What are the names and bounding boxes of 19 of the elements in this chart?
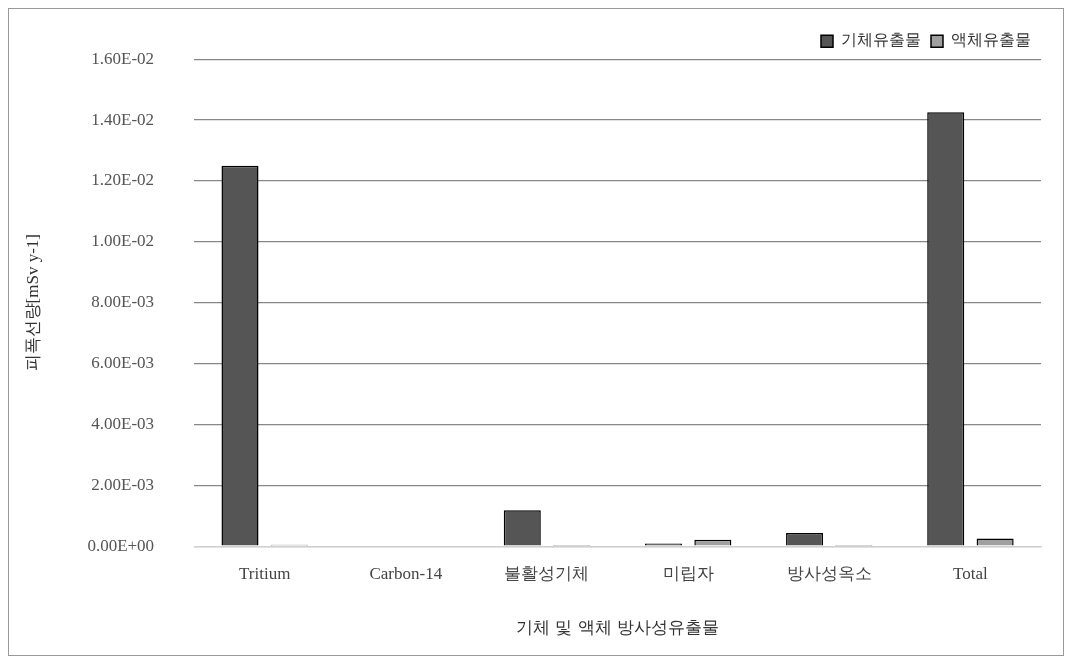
legend-label: 액체유출물 — [951, 30, 1031, 50]
x-tick-label: 미립자 — [662, 563, 714, 583]
y-tick-label: 8.00E-03 — [91, 292, 155, 312]
y-tick-label: 0.00E+00 — [87, 535, 155, 555]
x-tick-label: Carbon-14 — [369, 563, 443, 583]
y-tick-label: 1.00E-02 — [91, 231, 155, 251]
x-tick-label: 방사성옥소 — [786, 563, 872, 583]
y-tick-label: 1.20E-02 — [91, 170, 155, 190]
x-tick-label: Total — [953, 563, 989, 583]
y-axis-title: 피폭선량[mSv y-1] — [22, 233, 42, 372]
y-tick-label: 1.40E-02 — [91, 109, 155, 129]
y-tick-label: 1.60E-02 — [91, 48, 155, 68]
y-tick-label: 2.00E-03 — [91, 474, 155, 494]
x-tick-label: 불활성기체 — [504, 563, 590, 583]
y-tick-label: 4.00E-03 — [91, 413, 155, 433]
legend-label: 기체유출물 — [841, 30, 921, 50]
x-tick-label: Tritium — [239, 563, 291, 583]
y-tick-label: 6.00E-03 — [91, 353, 155, 373]
x-axis-title: 기체 및 액체 방사성유출물 — [515, 617, 720, 638]
